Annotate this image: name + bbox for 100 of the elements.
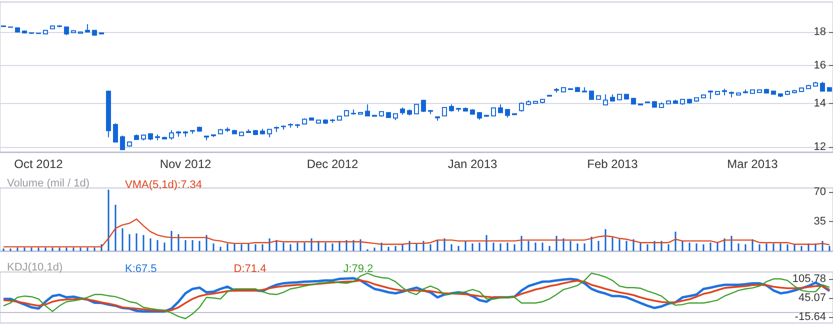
candlestick — [372, 114, 377, 118]
candlestick — [603, 94, 608, 106]
candlestick — [141, 134, 146, 141]
candlestick — [134, 134, 139, 140]
candlestick — [806, 84, 811, 90]
candlestick — [477, 112, 482, 120]
candlestick — [498, 104, 503, 114]
candlestick — [687, 98, 692, 104]
candlestick — [631, 97, 636, 105]
candlestick — [274, 126, 279, 132]
candlestick — [617, 93, 622, 101]
candlestick — [785, 90, 790, 96]
candlestick — [596, 94, 601, 100]
candlestick — [218, 128, 223, 135]
candlestick — [106, 90, 111, 138]
candlestick — [743, 89, 748, 94]
candlestick — [771, 90, 776, 95]
candlestick — [659, 102, 664, 108]
candlestick — [358, 112, 363, 116]
candlestick — [722, 88, 727, 96]
candlestick — [512, 112, 517, 116]
candlestick — [799, 87, 804, 92]
candlestick — [15, 26, 20, 33]
candlestick — [127, 140, 132, 148]
line-series — [2, 218, 830, 248]
candlestick — [554, 87, 559, 93]
candlestick — [400, 106, 405, 116]
candlestick — [337, 115, 342, 122]
candlestick — [211, 134, 216, 138]
candlestick — [239, 131, 244, 137]
x-tick-label: Nov 2012 — [160, 157, 212, 171]
candlestick — [71, 30, 76, 34]
candlestick — [330, 118, 335, 124]
candlestick — [155, 134, 160, 141]
y-tick-label: 105.78 — [792, 272, 826, 285]
candlestick — [638, 103, 643, 106]
x-tick-label: Jan 2013 — [448, 157, 498, 171]
candlestick — [729, 90, 734, 98]
candlestick — [113, 122, 118, 144]
y-tick-label: 70 — [814, 186, 826, 198]
candlestick — [295, 124, 300, 128]
candlestick — [442, 106, 447, 117]
candlestick — [694, 96, 699, 102]
candlestick — [386, 112, 391, 118]
candlestick — [421, 99, 426, 113]
candlestick — [92, 30, 97, 36]
candlestick — [547, 94, 552, 98]
candlestick — [505, 108, 510, 118]
text: K:67.5 — [125, 263, 157, 275]
candlestick — [736, 92, 741, 96]
candlestick — [589, 90, 594, 100]
candlestick — [666, 100, 671, 105]
candlestick — [708, 90, 713, 100]
series-label: J:79.2 — [343, 263, 374, 275]
candlestick — [169, 130, 174, 140]
candlestick — [652, 100, 657, 108]
candlestick — [85, 24, 90, 33]
candlestick — [379, 110, 384, 118]
x-tick-label: Dec 2012 — [306, 157, 359, 171]
candlestick — [309, 117, 314, 122]
candlestick — [533, 100, 538, 104]
candlestick — [526, 100, 531, 106]
x-tick-label: Mar 2013 — [727, 157, 778, 171]
candlestick — [414, 104, 419, 115]
x-tick-label: Oct 2012 — [14, 157, 64, 171]
y-tick-label: -15.64 — [794, 310, 826, 323]
candlestick — [78, 31, 83, 34]
candlestick — [99, 32, 104, 35]
candlestick — [449, 104, 454, 112]
candlestick — [246, 128, 251, 134]
candlestick — [50, 24, 55, 30]
candlestick — [148, 132, 153, 141]
candlestick — [701, 94, 706, 99]
series-label: D:71.4 — [234, 263, 266, 275]
candlestick — [470, 108, 475, 116]
candlestick — [575, 86, 580, 92]
candlestick — [260, 128, 265, 135]
candlestick — [393, 112, 398, 121]
candlestick — [344, 109, 349, 117]
candlestick — [407, 109, 412, 116]
candlestick — [435, 116, 440, 122]
candlestick — [232, 129, 237, 135]
candlestick — [162, 136, 167, 140]
candlestick — [750, 89, 755, 94]
candlestick — [197, 126, 202, 132]
candlestick — [484, 114, 489, 118]
candlestick — [351, 109, 356, 116]
candlestick — [267, 128, 272, 138]
candlestick — [1, 24, 6, 28]
candlestick — [456, 107, 461, 112]
line-series — [2, 272, 830, 320]
candlestick — [365, 104, 370, 117]
candlestick — [820, 81, 825, 92]
candlestick — [281, 125, 286, 130]
candlestick — [491, 106, 496, 117]
chart-title: KDJ(10,1d) — [7, 262, 63, 274]
y-tick-label: 18 — [814, 26, 826, 38]
candlestick — [673, 99, 678, 104]
candlestick — [176, 130, 181, 138]
y-tick-label: 35 — [814, 216, 826, 228]
